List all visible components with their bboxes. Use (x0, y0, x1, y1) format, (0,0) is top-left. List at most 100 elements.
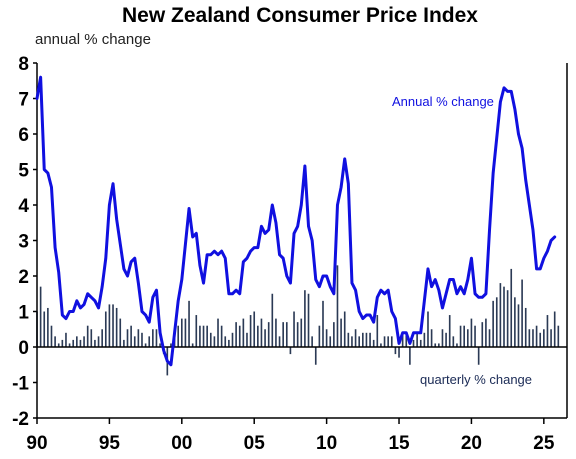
quarterly-bar (155, 329, 158, 347)
quarterly-bar (452, 336, 455, 347)
quarterly-bar (275, 318, 277, 347)
quarterly-bar (409, 347, 411, 365)
quarterly-bar (238, 325, 241, 347)
quarterly-bar (521, 279, 523, 347)
quarterly-bar (57, 343, 60, 347)
quarterly-bar (347, 332, 350, 347)
quarterly-bar (213, 336, 216, 347)
quarterly-bar (383, 336, 386, 347)
quarterly-bar (329, 336, 332, 347)
x-tick-label: 15 (388, 433, 410, 454)
quarterly-bar (115, 307, 118, 347)
x-tick-label: 20 (461, 433, 482, 454)
quarterly-bar (217, 318, 219, 347)
quarterly-bar (206, 325, 208, 347)
y-tick-label: 8 (18, 54, 29, 75)
quarterly-bar (184, 318, 187, 347)
quarterly-bar (535, 325, 538, 347)
annual-change-label: Annual % change (392, 94, 494, 109)
quarterly-bar (148, 336, 151, 347)
quarterly-bar (159, 343, 161, 347)
quarterly-bar (380, 343, 382, 347)
quarterly-bar (76, 336, 78, 347)
quarterly-bar (369, 332, 371, 347)
quarterly-bar (242, 318, 245, 347)
axes (36, 63, 568, 419)
quarterly-bar (438, 343, 440, 347)
x-tick-label: 25 (533, 433, 555, 454)
quarterly-bar (550, 329, 552, 347)
quarterly-bar (488, 329, 491, 347)
quarterly-bar (39, 286, 42, 347)
quarterly-bar (459, 325, 462, 347)
quarterly-bar (412, 339, 415, 347)
quarterly-bar (405, 332, 408, 347)
quarterly-bar (231, 332, 234, 347)
quarterly-change-label: quarterly % change (420, 372, 532, 387)
quarterly-bar (61, 339, 64, 347)
quarterly-bar (553, 311, 556, 347)
quarterly-bar (430, 329, 433, 347)
quarterly-bar (376, 315, 379, 347)
quarterly-bar (416, 332, 418, 347)
y-tick-label: -1 (12, 374, 29, 395)
quarterly-bar (257, 325, 259, 347)
quarterly-bar (503, 286, 505, 347)
quarterly-bar (296, 322, 299, 347)
quarterly-bar (72, 339, 75, 347)
quarterly-bar (524, 307, 527, 347)
quarterly-bar (470, 318, 473, 347)
quarterly-bar (546, 315, 549, 347)
quarterly-bar (539, 332, 542, 347)
quarterly-bar (354, 329, 357, 347)
quarterly-bar (445, 332, 447, 347)
quarterly-bar (267, 322, 270, 347)
quarterly-bar (202, 325, 205, 347)
quarterly-bar (506, 290, 509, 347)
quarterly-bar (249, 315, 252, 347)
quarterly-bar (141, 332, 143, 347)
quarterly-bar (68, 343, 71, 347)
x-axis-ticks: 90 95 00 05 10 15 20 25 (26, 418, 555, 454)
quarterly-bar (333, 322, 335, 347)
quarterly-bar (390, 336, 393, 347)
quarterly-bar (340, 318, 342, 347)
quarterly-bar (293, 311, 295, 347)
quarterly-bar (448, 315, 451, 347)
quarterly-bar (90, 329, 93, 347)
quarterly-bar (336, 265, 339, 347)
quarterly-bar (325, 329, 328, 347)
quarterly-bar (235, 322, 237, 347)
quarterly-bar (441, 329, 444, 347)
quarterly-bar (307, 293, 310, 347)
quarterly-bar (47, 307, 49, 347)
x-tick-label: 90 (26, 433, 47, 454)
quarterly-bar (387, 336, 389, 347)
quarterly-bar (318, 325, 321, 347)
chart-title: New Zealand Consumer Price Index (122, 4, 478, 27)
quarterly-bar (108, 304, 111, 347)
y-tick-label: -2 (12, 409, 29, 430)
quarterly-bar (188, 300, 190, 347)
quarterly-bar (351, 336, 353, 347)
quarterly-bar (300, 318, 303, 347)
quarterly-bar (97, 336, 100, 347)
quarterly-bar (311, 336, 313, 347)
quarterly-bar (394, 347, 397, 355)
quarterly-bar (83, 336, 85, 347)
quarterly-bar (401, 332, 404, 347)
quarterly-bar (253, 311, 256, 347)
quarterly-bar (423, 332, 426, 347)
x-tick-label: 10 (316, 433, 337, 454)
quarterly-bar (557, 325, 560, 347)
quarterly-bar (123, 339, 125, 347)
quarterly-bar (285, 322, 288, 347)
quarterly-bar (514, 297, 516, 347)
quarterly-bar (492, 300, 494, 347)
quarterly-bar (282, 322, 284, 347)
quarterly-bar (434, 343, 437, 347)
y-tick-label: 2 (18, 267, 29, 288)
quarterly-bar (43, 311, 46, 347)
x-tick-label: 95 (99, 433, 121, 454)
